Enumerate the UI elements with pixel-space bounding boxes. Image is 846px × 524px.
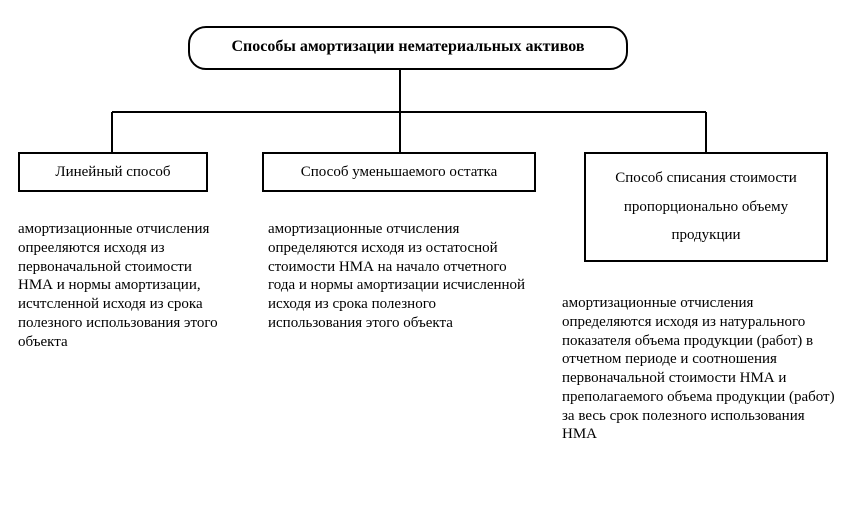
- child-description-production-volume: амортизационные отчисления определяются …: [562, 294, 838, 444]
- root-node: Способы амортизации нематериальных актив…: [188, 26, 628, 70]
- child-node-reducing-balance: Способ уменьшаемого остатка: [262, 152, 536, 192]
- root-label: Способы амортизации нематериальных актив…: [231, 38, 584, 55]
- child-label: Способ списания стоимости пропорциональн…: [596, 164, 816, 250]
- child-label: Способ уменьшаемого остатка: [301, 164, 497, 181]
- child-description-linear: амортизационные отчисления опрееляются и…: [18, 220, 228, 351]
- child-description-reducing-balance: амортизационные отчисления определяются …: [268, 220, 528, 333]
- child-node-production-volume: Способ списания стоимости пропорциональн…: [584, 152, 828, 262]
- child-node-linear: Линейный способ: [18, 152, 208, 192]
- child-label: Линейный способ: [55, 164, 170, 181]
